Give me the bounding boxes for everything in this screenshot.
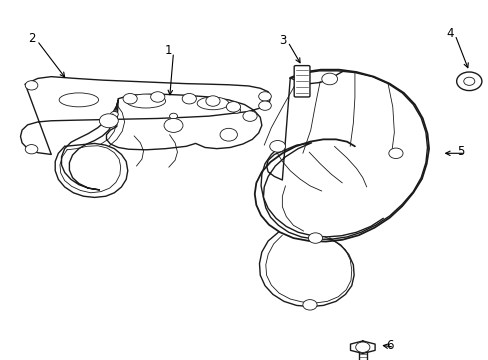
Circle shape <box>355 342 369 352</box>
Polygon shape <box>106 94 261 150</box>
Ellipse shape <box>197 97 228 110</box>
Text: 5: 5 <box>456 145 463 158</box>
Circle shape <box>123 94 137 104</box>
Circle shape <box>169 113 177 119</box>
Polygon shape <box>55 143 127 197</box>
Circle shape <box>110 112 118 117</box>
Circle shape <box>163 118 183 132</box>
Circle shape <box>150 92 164 102</box>
Circle shape <box>182 94 196 104</box>
Text: 2: 2 <box>28 32 36 45</box>
Polygon shape <box>61 100 118 190</box>
Circle shape <box>99 114 118 128</box>
Circle shape <box>226 102 240 112</box>
Circle shape <box>25 81 38 90</box>
Circle shape <box>388 148 402 158</box>
Text: 1: 1 <box>164 44 172 57</box>
Circle shape <box>321 73 337 85</box>
Polygon shape <box>20 77 270 154</box>
Polygon shape <box>350 341 374 354</box>
Circle shape <box>25 145 38 154</box>
Polygon shape <box>259 232 353 307</box>
Text: 4: 4 <box>446 27 453 40</box>
Ellipse shape <box>59 93 99 107</box>
Circle shape <box>232 107 240 113</box>
Polygon shape <box>263 71 427 239</box>
Circle shape <box>463 77 474 85</box>
Text: 6: 6 <box>385 339 392 352</box>
FancyBboxPatch shape <box>294 66 309 97</box>
Circle shape <box>269 140 285 152</box>
Circle shape <box>302 300 316 310</box>
Polygon shape <box>254 70 428 242</box>
Ellipse shape <box>126 94 165 108</box>
Polygon shape <box>358 351 366 360</box>
Circle shape <box>220 128 237 141</box>
Circle shape <box>258 92 271 101</box>
Circle shape <box>258 101 271 110</box>
Circle shape <box>205 96 220 106</box>
Circle shape <box>456 72 481 91</box>
Text: 3: 3 <box>279 33 286 46</box>
Circle shape <box>243 111 257 121</box>
Circle shape <box>308 233 322 243</box>
